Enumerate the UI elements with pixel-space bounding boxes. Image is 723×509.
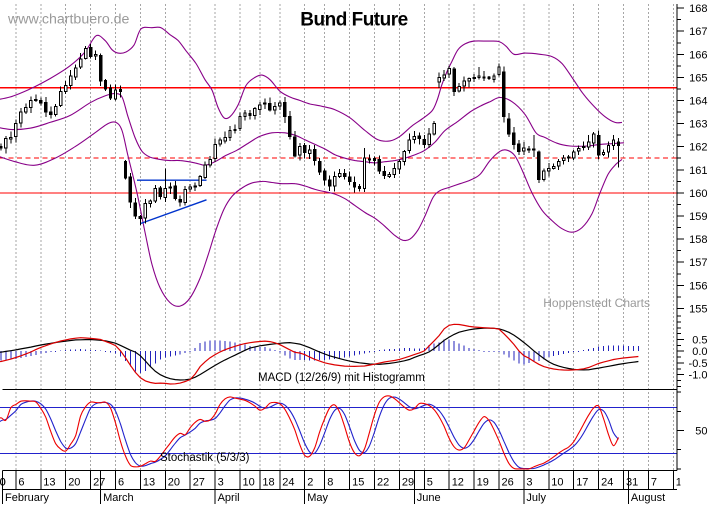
- svg-text:26: 26: [502, 477, 514, 489]
- svg-text:20: 20: [68, 477, 80, 489]
- svg-text:13: 13: [143, 477, 155, 489]
- svg-text:155: 155: [689, 303, 707, 315]
- svg-text:15: 15: [352, 477, 364, 489]
- svg-text:20: 20: [168, 477, 180, 489]
- svg-text:8: 8: [327, 477, 333, 489]
- svg-text:April: April: [218, 492, 240, 504]
- svg-text:167: 167: [689, 26, 707, 38]
- svg-text:29: 29: [402, 477, 414, 489]
- svg-text:Bund Future: Bund Future: [300, 10, 407, 31]
- svg-text:10: 10: [551, 477, 563, 489]
- svg-text:6: 6: [18, 477, 24, 489]
- svg-text:159: 159: [689, 211, 707, 223]
- svg-text:7: 7: [651, 477, 657, 489]
- svg-text:5: 5: [427, 477, 433, 489]
- svg-text:27: 27: [193, 477, 205, 489]
- svg-text:0.0: 0.0: [692, 346, 707, 358]
- svg-text:165: 165: [689, 72, 707, 84]
- svg-text:163: 163: [689, 119, 707, 131]
- svg-text:160: 160: [689, 188, 707, 200]
- svg-text:158: 158: [689, 234, 707, 246]
- svg-text:www.chartbuero.de: www.chartbuero.de: [7, 12, 130, 28]
- svg-text:July: July: [526, 492, 546, 504]
- svg-text:17: 17: [576, 477, 588, 489]
- svg-text:30: 30: [0, 477, 6, 489]
- svg-text:3: 3: [526, 477, 532, 489]
- svg-text:164: 164: [689, 96, 707, 108]
- svg-text:3: 3: [218, 477, 224, 489]
- svg-text:14: 14: [676, 477, 688, 489]
- svg-text:-0.5: -0.5: [689, 358, 708, 370]
- svg-text:August: August: [631, 492, 665, 504]
- svg-text:Hoppenstedt Charts: Hoppenstedt Charts: [543, 296, 650, 310]
- svg-text:162: 162: [689, 142, 707, 154]
- svg-text:50: 50: [695, 426, 707, 438]
- svg-text:157: 157: [689, 257, 707, 269]
- svg-text:0.5: 0.5: [692, 335, 707, 347]
- svg-text:24: 24: [282, 477, 294, 489]
- svg-text:13: 13: [43, 477, 55, 489]
- svg-text:6: 6: [118, 477, 124, 489]
- svg-text:156: 156: [689, 280, 707, 292]
- svg-text:June: June: [417, 492, 441, 504]
- svg-text:-1.0: -1.0: [689, 370, 708, 382]
- svg-text:2: 2: [307, 477, 313, 489]
- svg-text:24: 24: [601, 477, 613, 489]
- svg-text:166: 166: [689, 49, 707, 61]
- svg-text:22: 22: [377, 477, 389, 489]
- svg-text:168: 168: [689, 3, 707, 15]
- svg-text:31: 31: [626, 477, 638, 489]
- svg-text:27: 27: [93, 477, 105, 489]
- svg-text:161: 161: [689, 165, 707, 177]
- svg-text:March: March: [103, 492, 134, 504]
- svg-text:May: May: [307, 492, 328, 504]
- svg-text:MACD (12/26/9) mit Histogramm: MACD (12/26/9) mit Histogramm: [258, 372, 425, 384]
- svg-text:12: 12: [452, 477, 464, 489]
- svg-text:18: 18: [262, 477, 274, 489]
- svg-text:February: February: [5, 492, 50, 504]
- svg-text:19: 19: [477, 477, 489, 489]
- svg-text:10: 10: [243, 477, 255, 489]
- svg-text:Stochastik (5/3/3): Stochastik (5/3/3): [160, 452, 250, 464]
- svg-text:30: 30: [0, 477, 6, 489]
